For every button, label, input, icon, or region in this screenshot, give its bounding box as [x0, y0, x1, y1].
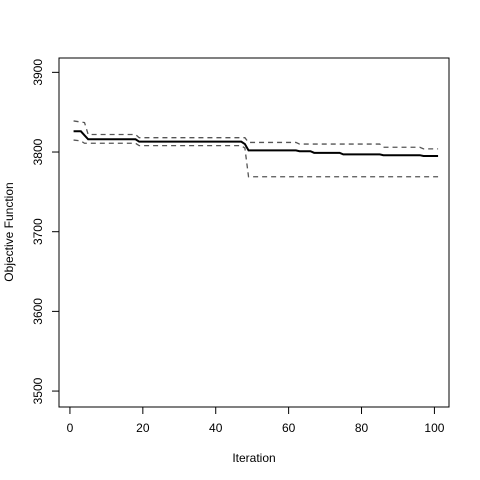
x-axis-label: Iteration — [232, 451, 275, 465]
x-tick-label: 0 — [67, 421, 74, 435]
series-layer — [73, 120, 439, 178]
y-tick-label: 3800 — [31, 138, 45, 165]
x-tick-label: 80 — [355, 421, 369, 435]
series-line-3 — [73, 139, 439, 178]
x-tick-label: 60 — [282, 421, 296, 435]
series-line-2 — [73, 120, 439, 150]
y-tick-label: 3500 — [31, 377, 45, 404]
series-line-1 — [73, 130, 439, 158]
axes-layer: 0 20 40 60 80 100 3500 3600 3700 3800 3900 — [31, 59, 445, 435]
y-tick-label: 3900 — [31, 59, 45, 86]
y-tick-label: 3700 — [31, 218, 45, 245]
x-tick-label: 40 — [209, 421, 223, 435]
x-tick-label: 20 — [136, 421, 150, 435]
x-tick-label: 100 — [424, 421, 444, 435]
y-axis-label: Objective Function — [2, 182, 16, 281]
y-tick-label: 3600 — [31, 298, 45, 325]
